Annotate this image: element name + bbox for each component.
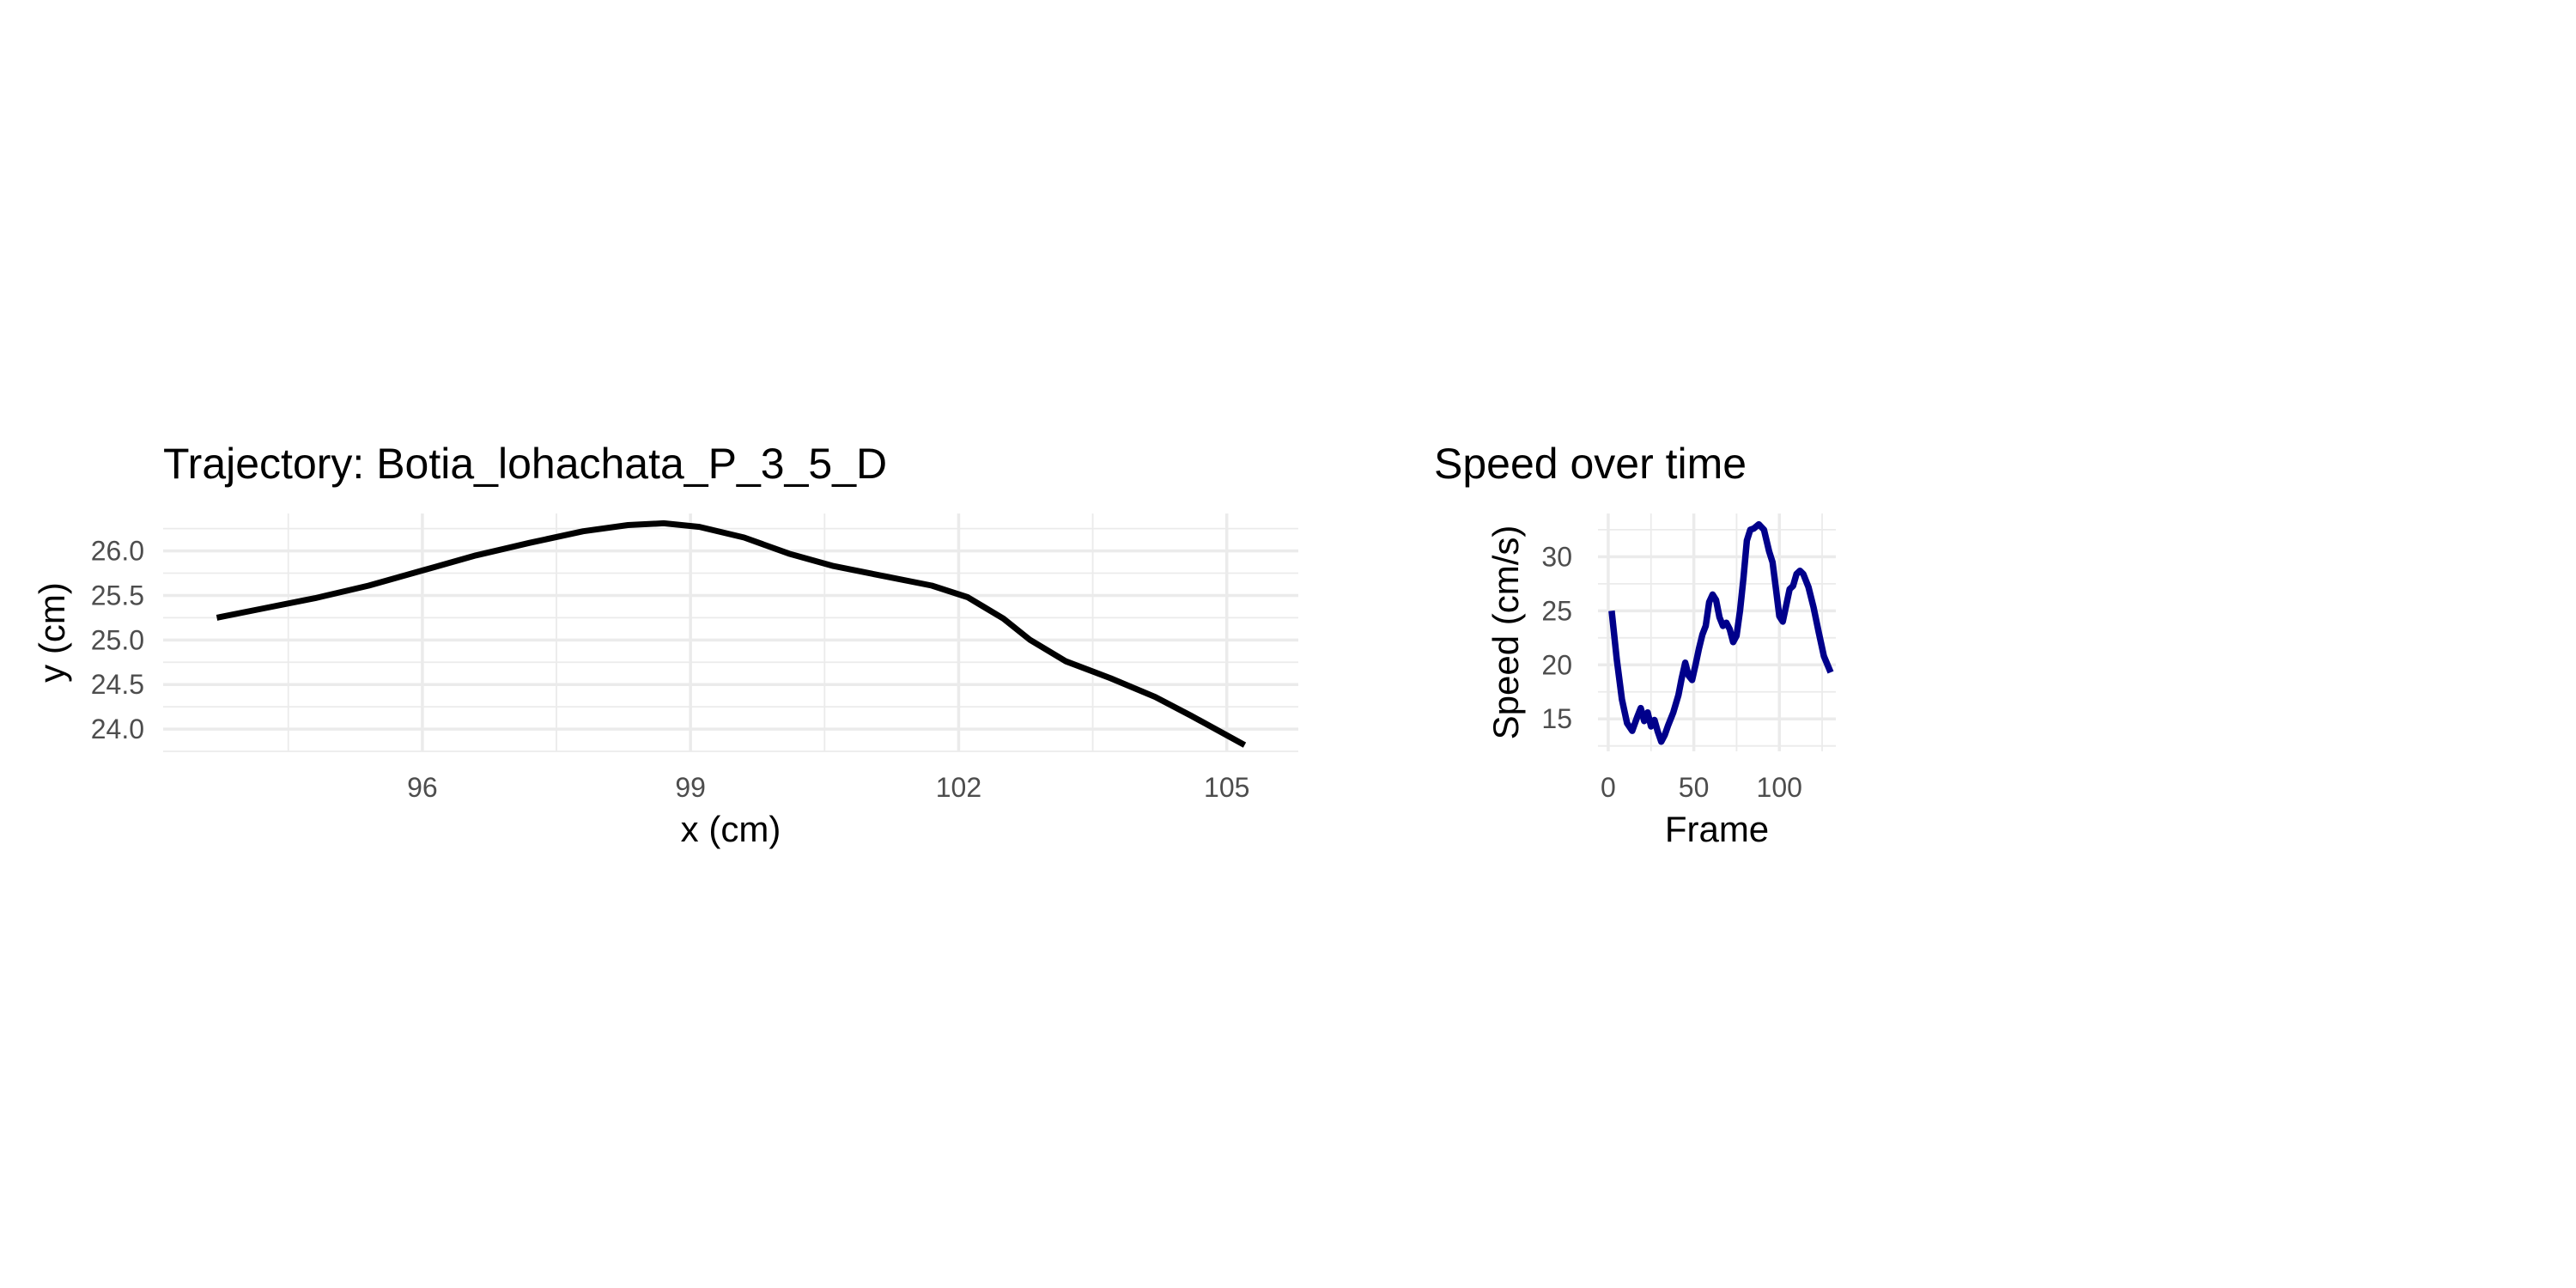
y-tick-label: 24.0 [91,714,144,744]
x-tick-label: 100 [1757,772,1802,803]
y-tick-label: 20 [1541,649,1572,680]
y-tick-label: 25.5 [91,580,144,611]
chart-title: Speed over time [1434,440,1747,488]
x-axis-title: Frame [1665,809,1769,849]
x-tick-label: 96 [407,772,438,803]
x-tick-label: 50 [1679,772,1710,803]
y-tick-label: 24.5 [91,669,144,700]
y-tick-label: 26.0 [91,536,144,567]
y-tick-label: 30 [1541,541,1572,572]
series-line [1608,520,1834,745]
y-axis-title: Speed (cm/s) [1485,526,1526,740]
y-tick-label: 15 [1541,703,1572,734]
x-tick-label: 0 [1601,772,1616,803]
y-tick-label: 25.0 [91,624,144,655]
x-axis-title: x (cm) [681,809,781,849]
y-axis-title: y (cm) [32,582,72,683]
chart-title: Trajectory: Botia_lohachata_P_3_5_D [163,440,887,488]
y-tick-label: 25 [1541,595,1572,626]
x-tick-label: 105 [1204,772,1249,803]
trajectory-panel: 96 99 102 105 24.0 24.5 25.0 25.5 26.0 Trajectory… [32,440,1298,849]
speed-panel: 0 50 100 15 20 25 30 Speed over time Frame Speed … [1434,440,1836,849]
x-tick-label: 102 [936,772,981,803]
x-tick-label: 99 [675,772,706,803]
series-line [216,519,1247,748]
